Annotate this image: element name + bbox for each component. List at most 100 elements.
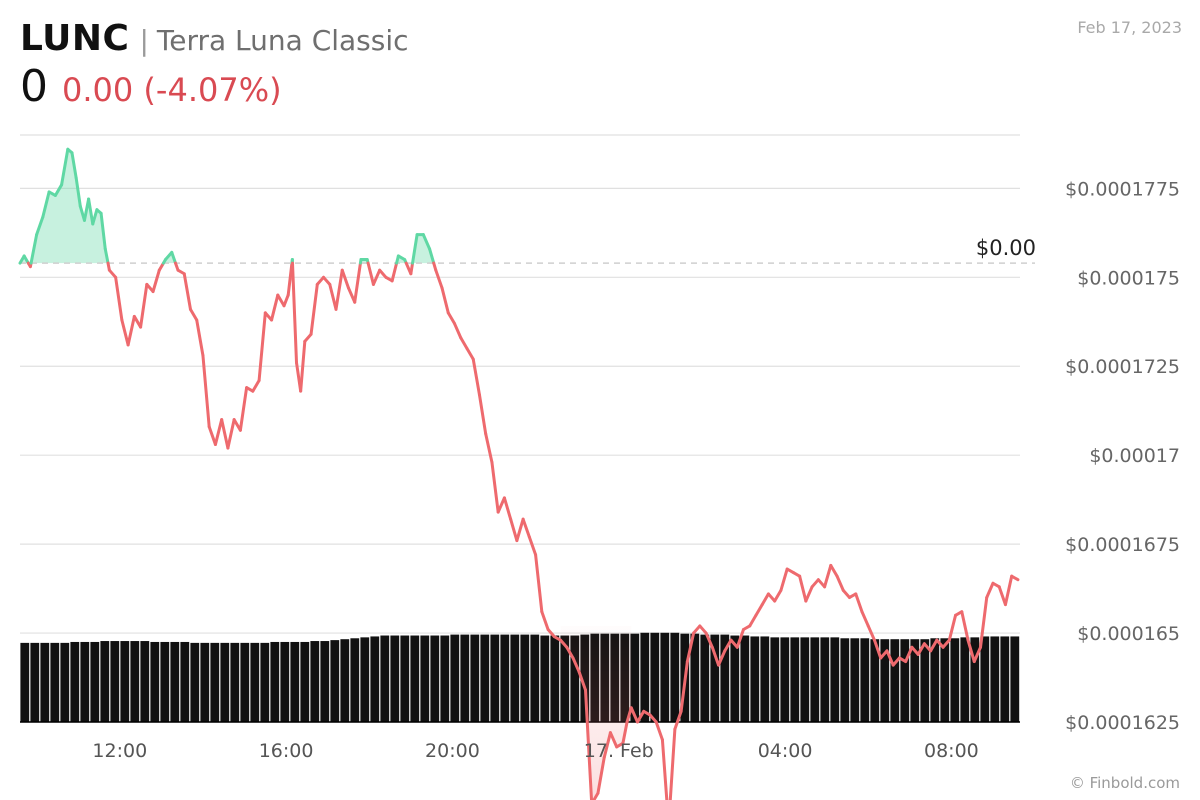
volume-bar [520, 634, 530, 722]
price-segment [692, 624, 702, 635]
price-segment [484, 432, 494, 464]
price-segment [571, 656, 581, 674]
price-segment [477, 393, 488, 436]
x-tick-label: 17. Feb [584, 740, 654, 762]
volume-bar [450, 634, 460, 722]
price-segment [303, 332, 313, 343]
current-price: 0 [20, 61, 48, 112]
price-segment [854, 592, 864, 614]
price-segment [872, 638, 883, 660]
volume-bar [540, 635, 550, 722]
price-segment [735, 628, 745, 649]
title-separator: | [139, 24, 149, 57]
volume-bar [780, 637, 790, 722]
price-segment [841, 588, 852, 599]
price-segment [978, 595, 989, 649]
price-segment [366, 261, 375, 286]
price-segment [679, 660, 689, 713]
price-segment [754, 603, 764, 617]
volume-bar [530, 634, 540, 722]
volume-bar [180, 641, 190, 722]
volume-bar [480, 634, 490, 722]
volume-bar [20, 642, 30, 722]
ticker-symbol: LUNC [20, 18, 130, 59]
volume-bar [110, 641, 120, 722]
volume-bar [280, 641, 290, 722]
price-segment [540, 610, 550, 632]
price-segment [779, 567, 789, 592]
volume-bar [900, 639, 910, 722]
price-segment [182, 272, 192, 311]
volume-bar [700, 634, 710, 722]
volume-bar [290, 641, 300, 722]
volume-bar [210, 642, 220, 722]
price-segment [608, 731, 619, 749]
volume-bar [660, 632, 670, 722]
x-tick-label: 16:00 [259, 740, 314, 762]
volume-bar [510, 634, 520, 722]
volume-bar [790, 637, 800, 722]
price-segment [929, 638, 939, 653]
volume-bar [330, 640, 340, 722]
volume-bar [910, 639, 920, 722]
price-segment [60, 147, 70, 187]
volume-bar [490, 634, 500, 722]
price-segment [1003, 574, 1014, 607]
price-segment [592, 791, 600, 800]
price-segment [916, 642, 926, 656]
price-segment [685, 631, 696, 664]
price-segment [251, 378, 261, 393]
volume-bar [980, 636, 990, 722]
volume-bar [130, 641, 140, 722]
volume-bars [20, 632, 1020, 723]
price-segment [823, 563, 833, 589]
price-segment [972, 645, 982, 664]
price-segment [41, 190, 51, 219]
volume-bar [30, 642, 40, 722]
price-segment [985, 581, 995, 599]
price-change: 0.00 (-4.07%) [62, 71, 282, 109]
price-row: 0 0.00 (-4.07%) [20, 61, 920, 112]
price-segment [340, 268, 350, 290]
price-segment [835, 574, 845, 592]
chart-header: LUNC | Terra Luna Classic 0 0.00 (-4.07%… [20, 18, 920, 112]
volume-bar [560, 635, 570, 722]
volume-bar [440, 635, 450, 722]
volume-bar [500, 634, 510, 722]
price-segment [521, 517, 531, 539]
volume-bar [810, 637, 820, 722]
y-tick-label: $0.0001675 [1065, 534, 1180, 556]
price-segment [496, 496, 506, 514]
volume-bar [650, 632, 660, 722]
price-segment [421, 233, 432, 251]
price-segment [773, 588, 783, 603]
volume-bar [940, 638, 950, 722]
volume-bar [770, 637, 780, 722]
price-segment [353, 261, 362, 304]
price-segment [87, 197, 95, 226]
volume-bar [920, 639, 930, 722]
price-segment [866, 624, 876, 642]
price-segment [660, 738, 669, 800]
volume-bar [390, 635, 400, 722]
y-tick-label: $0.000165 [1077, 623, 1180, 645]
price-segment [315, 275, 326, 286]
price-segment [509, 517, 519, 543]
volume-bar [410, 635, 420, 722]
price-segment [654, 720, 664, 742]
price-segment [829, 563, 839, 578]
volume-bar [270, 641, 280, 722]
price-segment [35, 215, 45, 237]
volume-bar [630, 633, 640, 722]
volume-bar [460, 634, 470, 722]
price-segment [70, 151, 78, 180]
x-tick-label: 20:00 [425, 740, 480, 762]
price-segment [139, 282, 149, 329]
volume-bar [170, 641, 180, 722]
coin-name: Terra Luna Classic [156, 24, 409, 57]
price-segment [673, 709, 683, 731]
volume-bar [750, 636, 760, 722]
price-segment [629, 706, 639, 724]
